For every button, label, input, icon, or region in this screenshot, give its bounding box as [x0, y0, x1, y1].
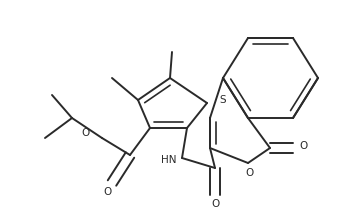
Text: O: O: [211, 199, 219, 209]
Text: O: O: [103, 187, 111, 197]
Text: O: O: [82, 128, 90, 138]
Text: HN: HN: [161, 155, 177, 165]
Text: O: O: [246, 168, 254, 178]
Text: S: S: [219, 95, 226, 105]
Text: O: O: [299, 141, 307, 151]
